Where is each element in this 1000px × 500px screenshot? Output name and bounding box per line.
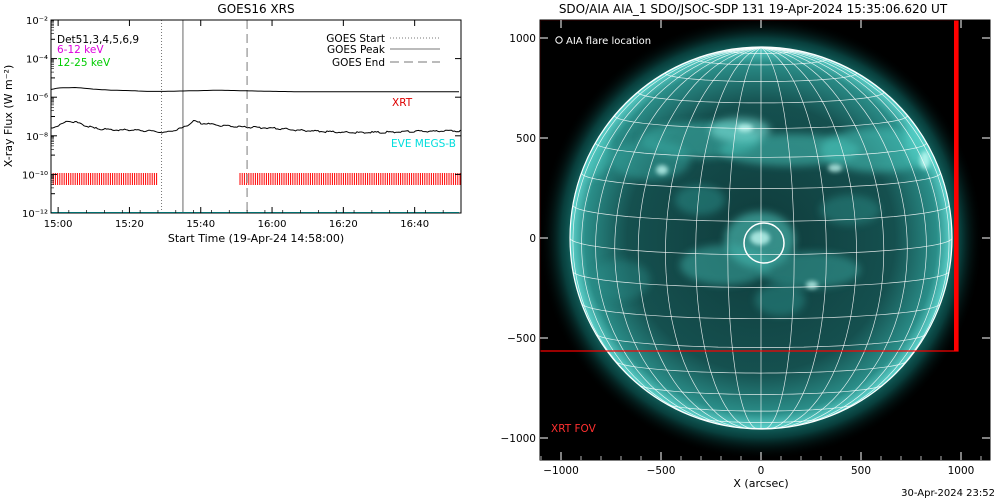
longitude-line xyxy=(760,47,795,429)
longitude-line xyxy=(595,47,762,428)
longitude-line xyxy=(760,47,908,429)
flare-legend-icon xyxy=(555,36,563,44)
xrt-fov-edge xyxy=(954,20,958,351)
left-x-axis: 15:00 15:20 15:40 16:00 16:20 16:40 xyxy=(44,20,462,230)
right-x-axis-label: X (arcsec) xyxy=(733,477,788,490)
active-region xyxy=(680,245,770,285)
xrt-annotation: XRT xyxy=(392,97,413,109)
longitude-line xyxy=(760,47,941,426)
bright-loop xyxy=(737,124,753,132)
left-y-axis-label: X-ray Flux (W m⁻²) xyxy=(2,65,15,167)
x-tick-label: 0 xyxy=(758,465,765,477)
y-tick-label: 10⁻¹⁰ xyxy=(22,170,48,181)
x-tick-label: 15:20 xyxy=(115,219,144,230)
longitude-line xyxy=(665,47,762,429)
bright-loop xyxy=(806,281,818,289)
y-tick-label: 10⁻¹² xyxy=(22,209,48,220)
bright-loop xyxy=(920,151,930,169)
active-region xyxy=(675,185,725,215)
y-tick-label: 10⁻⁸ xyxy=(26,132,48,143)
x-tick-label: 15:40 xyxy=(186,219,215,230)
longitude-line xyxy=(581,47,762,426)
active-region xyxy=(755,284,805,316)
active-region xyxy=(610,140,690,180)
left-x-axis-label: Start Time (19-Apr-24 14:58:00) xyxy=(168,232,344,245)
y-tick-label: 10⁻² xyxy=(26,16,48,27)
longitude-line xyxy=(614,47,762,429)
right-x-axis: −1000 −500 0 500 1000 xyxy=(540,20,982,477)
x-tick-label: −1000 xyxy=(543,465,579,477)
right-y-axis: 1000 500 0 −500 −1000 xyxy=(500,33,990,445)
xrt-fov-label: XRT FOV xyxy=(551,423,597,435)
x-tick-label: 16:20 xyxy=(329,219,358,230)
y-tick-label: 10⁻⁴ xyxy=(26,55,48,66)
legend-goes-peak: GOES Peak xyxy=(327,44,386,56)
left-y-axis: 10⁻² 10⁻⁴ 10⁻⁶ 10⁻⁸ 10⁻¹⁰ 10⁻¹² xyxy=(22,16,461,220)
y-tick-label: −1000 xyxy=(500,433,536,445)
goes-xrs-panel: GOES16 XRS 10⁻² 10⁻⁴ 10⁻⁶ 10⁻⁸ 10⁻¹⁰ 10⁻¹² 15… xyxy=(2,2,462,245)
legend-12-25-kev: 12-25 keV xyxy=(57,57,111,69)
longitude-line xyxy=(760,47,927,428)
longitude-line xyxy=(695,47,762,429)
x-tick-label: 16:40 xyxy=(400,219,429,230)
longitude-line xyxy=(760,47,827,429)
aia-image-panel: SDO/AIA AIA_1 SDO/JSOC-SDP 131 19-Apr-20… xyxy=(500,2,995,499)
flare-legend-label: AIA flare location xyxy=(566,36,651,47)
y-tick-label: 500 xyxy=(516,133,536,145)
x-tick-label: 1000 xyxy=(948,465,975,477)
y-tick-label: 0 xyxy=(529,233,536,245)
x-tick-label: 15:00 xyxy=(44,219,73,230)
eve-annotation: EVE MEGS-B xyxy=(391,138,456,150)
bright-loop xyxy=(750,231,770,245)
x-tick-label: 500 xyxy=(851,465,871,477)
active-region xyxy=(590,260,650,300)
series-line-1 xyxy=(51,119,461,134)
right-plot-frame xyxy=(539,19,991,461)
y-tick-label: 10⁻⁶ xyxy=(26,93,48,104)
series-line-0 xyxy=(51,86,459,93)
x-tick-label: −500 xyxy=(647,465,676,477)
left-plot-area xyxy=(51,20,461,213)
legend-goes-end: GOES End xyxy=(332,57,385,69)
right-title: SDO/AIA AIA_1 SDO/JSOC-SDP 131 19-Apr-20… xyxy=(559,2,948,16)
x-tick-label: 16:00 xyxy=(258,219,287,230)
legend-6-12-kev: 6-12 keV xyxy=(57,44,104,56)
y-tick-label: −500 xyxy=(507,333,536,345)
active-region xyxy=(820,195,880,225)
longitude-line xyxy=(637,47,762,429)
timestamp: 30-Apr-2024 23:52 xyxy=(901,488,995,499)
solar-limb xyxy=(569,46,953,430)
left-title: GOES16 XRS xyxy=(217,2,294,16)
legend-detectors: Det51,3,4,5,6,9 xyxy=(57,34,139,46)
bright-loop xyxy=(656,165,668,175)
aia-image xyxy=(540,20,990,460)
longitude-line xyxy=(760,47,885,429)
bright-loop xyxy=(828,164,842,172)
flare-location-marker xyxy=(743,222,785,264)
longitude-line xyxy=(727,47,762,429)
active-region xyxy=(760,252,860,288)
legend-goes-start: GOES Start xyxy=(326,33,385,45)
longitude-line xyxy=(760,47,857,429)
y-tick-label: 1000 xyxy=(509,33,536,45)
